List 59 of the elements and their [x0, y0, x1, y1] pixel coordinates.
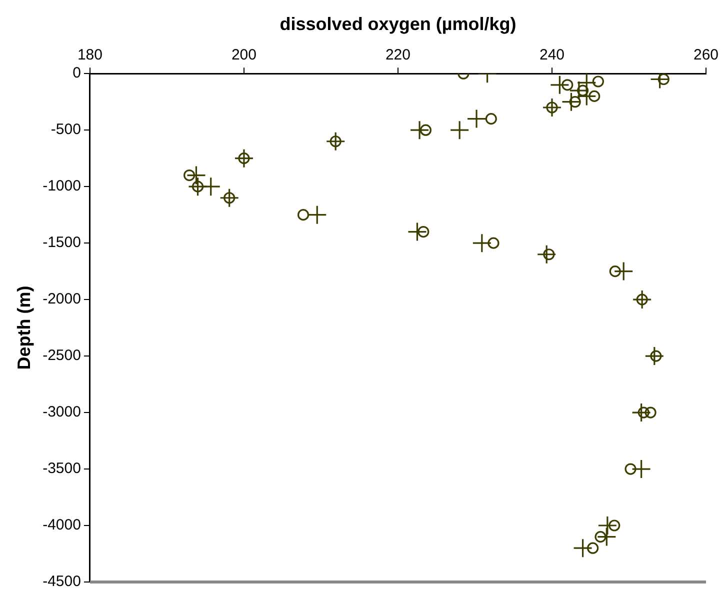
y-tick-label: -1000 — [42, 178, 81, 195]
point — [485, 112, 497, 125]
point — [410, 120, 430, 140]
y-tick-label: -2500 — [42, 347, 81, 364]
x-axis-title: dissolved oxygen (µmol/kg) — [280, 14, 516, 34]
point — [562, 79, 574, 91]
point — [542, 98, 562, 118]
point — [543, 248, 555, 260]
point — [418, 226, 430, 238]
point — [624, 463, 636, 475]
point — [594, 531, 606, 543]
y-tick-label: -2000 — [42, 290, 81, 308]
point — [650, 350, 662, 362]
point — [592, 76, 604, 88]
y-tick-label: -500 — [50, 121, 81, 138]
point — [598, 516, 618, 536]
point — [587, 542, 599, 554]
point — [184, 169, 196, 182]
point — [488, 237, 500, 249]
y-tick-label: -1500 — [42, 234, 81, 252]
point — [632, 459, 652, 479]
point — [569, 96, 581, 108]
point — [450, 120, 470, 140]
y-tick-label: -3500 — [42, 460, 81, 478]
y-axis-title: Depth (m) — [14, 286, 34, 370]
point — [588, 90, 600, 102]
point — [407, 222, 428, 242]
point — [536, 244, 556, 264]
y-tick-label: 0 — [72, 64, 81, 82]
x-tick-label: 220 — [385, 46, 410, 64]
point — [186, 165, 206, 186]
point — [420, 124, 432, 136]
point — [644, 346, 664, 366]
point — [550, 75, 570, 95]
point — [632, 402, 652, 422]
x-tick-label: 200 — [231, 46, 256, 64]
point — [307, 205, 327, 225]
y-tick-label: -4000 — [42, 516, 81, 534]
point — [596, 527, 616, 547]
point — [572, 538, 593, 558]
y-tick-label: -3000 — [42, 404, 81, 421]
x-tick-label: 180 — [77, 46, 102, 64]
point — [546, 102, 558, 114]
point — [608, 520, 620, 532]
x-tick-label: 260 — [693, 46, 719, 64]
point — [609, 266, 621, 278]
point — [466, 108, 486, 129]
point — [472, 233, 492, 253]
x-tick-label: 240 — [539, 46, 565, 64]
point — [576, 84, 589, 96]
point — [644, 406, 656, 418]
point — [561, 92, 582, 112]
point — [658, 74, 670, 86]
point — [201, 176, 221, 196]
point — [638, 406, 650, 418]
point — [192, 180, 204, 192]
point — [297, 209, 310, 221]
y-tick-label: -4500 — [42, 573, 81, 590]
point — [614, 262, 634, 282]
